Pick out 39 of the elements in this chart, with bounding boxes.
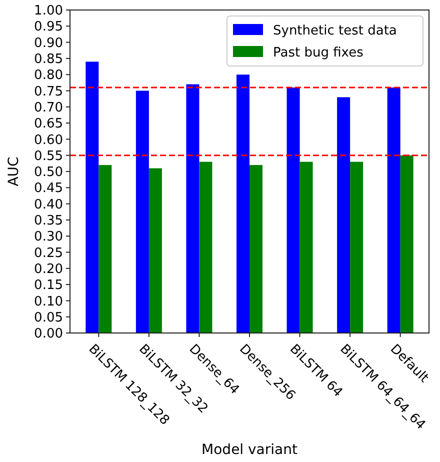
bar <box>286 88 300 333</box>
bar <box>387 88 400 333</box>
y-tick-label: 0.35 <box>34 214 63 228</box>
y-tick-label: 0.80 <box>34 68 63 84</box>
y-tick-label: 0.50 <box>34 165 63 180</box>
y-tick-label: 0.00 <box>34 326 63 342</box>
y-tick-label: 0.75 <box>34 84 63 100</box>
y-tick-label: 0.40 <box>34 197 63 212</box>
y-tick-label: 0.45 <box>34 181 63 196</box>
bar <box>136 90 149 333</box>
bar <box>199 162 212 333</box>
y-tick-label: 0.90 <box>34 36 63 51</box>
y-tick-label: 0.70 <box>34 100 63 116</box>
y-tick-label: 0.10 <box>34 294 63 310</box>
bar <box>236 74 250 333</box>
y-axis-title: AUC <box>6 156 22 186</box>
bar <box>148 168 162 333</box>
y-tick-label: 0.05 <box>34 310 63 326</box>
y-tick-label: 0.65 <box>34 116 63 132</box>
y-tick-label: 0.55 <box>34 148 63 164</box>
bar <box>337 97 350 333</box>
bar <box>300 162 313 333</box>
bar <box>186 84 200 333</box>
bar <box>98 165 112 333</box>
x-axis-title: Model variant <box>202 442 298 458</box>
bar <box>350 162 364 333</box>
y-tick-label: 0.95 <box>34 20 63 35</box>
y-tick-label: 0.20 <box>34 262 63 277</box>
y-tick-label: 0.60 <box>34 132 63 148</box>
bar <box>250 165 262 333</box>
y-tick-label: 0.15 <box>34 278 63 294</box>
y-tick-label: 0.30 <box>34 230 63 245</box>
bar <box>86 62 99 333</box>
legend-label: Synthetic test data <box>273 24 397 39</box>
bar <box>400 155 414 333</box>
y-tick-label: 1.00 <box>34 4 63 19</box>
legend-label: Past bug fixes <box>273 46 364 61</box>
y-tick-label: 0.25 <box>34 246 63 261</box>
y-tick-label: 0.85 <box>34 52 63 67</box>
